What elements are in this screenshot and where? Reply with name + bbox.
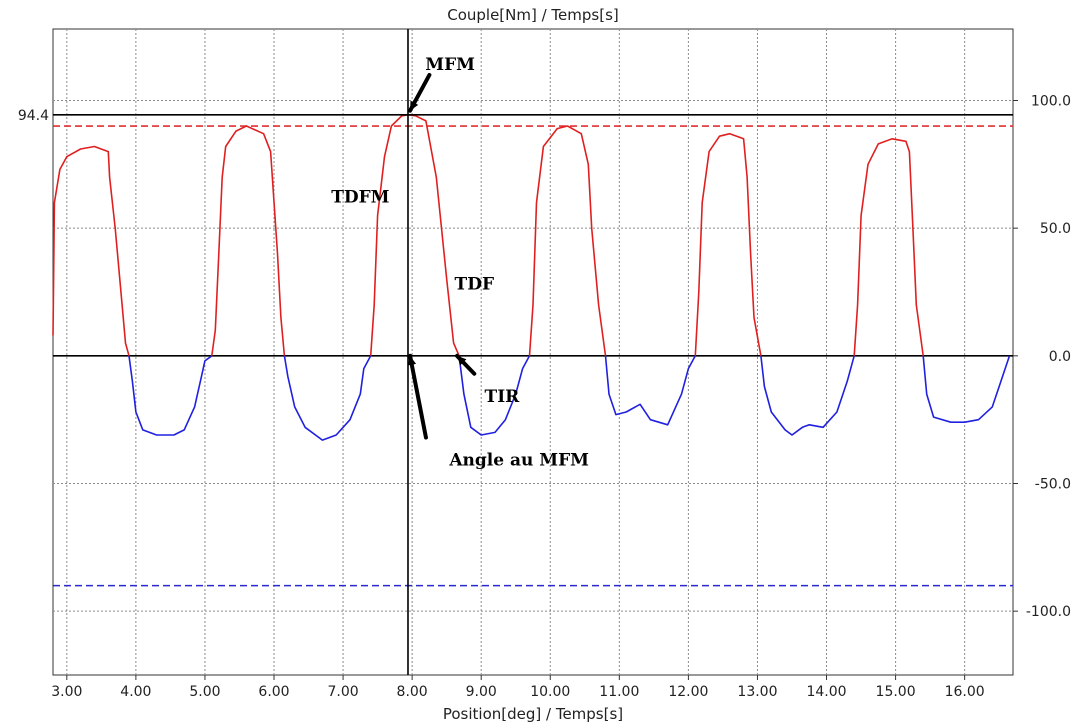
x-tick-label: 8.00 (397, 684, 428, 700)
grid-layer (53, 29, 1013, 675)
negative-torque-segment (922, 355, 1011, 423)
x-tick-label: 6.00 (258, 684, 289, 700)
negative-torque-segment (128, 355, 213, 436)
y-tick-label: 0.0 (1049, 349, 1071, 365)
x-tick-label: 4.00 (120, 684, 151, 700)
positive-torque-segment (528, 125, 607, 356)
arrow-head (457, 355, 467, 366)
x-tick-label: 9.00 (466, 684, 497, 700)
annotation-label: MFM (425, 55, 475, 75)
positive-torque-segment (694, 132, 762, 356)
x-tick-label: 16.00 (945, 684, 985, 700)
annotation-arrow (408, 353, 428, 440)
x-tick-label: 7.00 (327, 684, 358, 700)
x-tick-label: 5.00 (189, 684, 220, 700)
x-tick-label: 15.00 (876, 684, 916, 700)
negative-torque-segment (760, 355, 855, 436)
x-tick-label: 10.00 (530, 684, 570, 700)
y-tick-label: -100.0 (1026, 604, 1071, 620)
annotation-label: TDF (455, 274, 494, 294)
annotation-label: Angle au MFM (448, 451, 589, 471)
positive-torque-segment (211, 125, 286, 356)
y-tick-label: -50.0 (1035, 476, 1071, 492)
y-tick-label: 100.0 (1031, 93, 1071, 109)
positive-torque-segment (853, 138, 924, 356)
negative-torque-segment (283, 355, 372, 441)
chart-title: Couple[Nm] / Temps[s] (447, 6, 619, 24)
cursor-value-label: 94.4 (18, 108, 49, 124)
x-tick-label: 3.00 (51, 684, 82, 700)
reference-lines (53, 125, 1013, 587)
x-tick-label: 12.00 (668, 684, 708, 700)
negative-torque-segment (604, 355, 697, 426)
y-tick-labels: 100.0 50.0 0.0 -50.0 -100.0 (1013, 93, 1071, 620)
arrow-head (407, 355, 417, 366)
x-tick-label: 11.00 (599, 684, 639, 700)
x-tick-label: 14.00 (806, 684, 846, 700)
x-axis-label: Position[deg] / Temps[s] (443, 705, 623, 723)
annotation-label: TIR (485, 387, 521, 407)
negative-torque-segment (458, 355, 531, 436)
positive-torque-segment (52, 145, 130, 357)
annotation-label: TDFM (331, 188, 389, 208)
y-tick-label: 50.0 (1040, 221, 1071, 237)
annotation-layer: MFM TDFM TDF TIR Angle au MFM (331, 55, 589, 471)
arrow-head (410, 100, 419, 111)
cursor-layer: 94.4 (18, 29, 1013, 675)
x-tick-label: 13.00 (737, 684, 777, 700)
x-tick-labels: 3.00 4.00 5.00 6.00 7.00 8.00 9.00 10.00 11.00 12… (51, 675, 985, 700)
